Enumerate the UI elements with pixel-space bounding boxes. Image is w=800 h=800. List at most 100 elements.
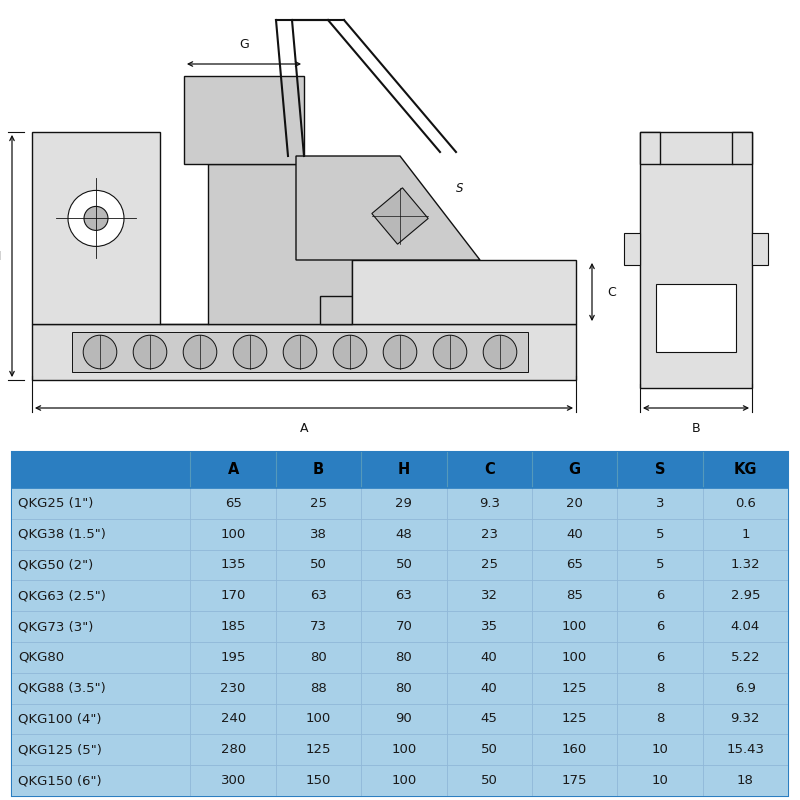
Text: QKG80: QKG80 bbox=[18, 651, 64, 664]
Bar bbox=[190, 611, 276, 642]
Text: 15.43: 15.43 bbox=[726, 743, 764, 756]
Bar bbox=[618, 452, 702, 488]
Text: 25: 25 bbox=[481, 558, 498, 571]
Text: 85: 85 bbox=[566, 590, 583, 602]
Bar bbox=[184, 76, 304, 164]
Text: QKG88 (3.5"): QKG88 (3.5") bbox=[18, 682, 106, 694]
Circle shape bbox=[383, 335, 417, 369]
Text: 170: 170 bbox=[221, 590, 246, 602]
Text: 8: 8 bbox=[656, 713, 664, 726]
Bar bbox=[12, 642, 190, 673]
Bar bbox=[702, 518, 788, 550]
Bar bbox=[12, 580, 190, 611]
Bar bbox=[532, 488, 618, 518]
Circle shape bbox=[83, 335, 117, 369]
Text: H: H bbox=[398, 462, 410, 478]
Bar bbox=[732, 132, 752, 164]
Bar bbox=[276, 673, 362, 703]
Bar bbox=[618, 518, 702, 550]
Bar bbox=[702, 734, 788, 765]
Bar bbox=[362, 642, 446, 673]
Text: 9.32: 9.32 bbox=[730, 713, 760, 726]
Text: 125: 125 bbox=[562, 713, 587, 726]
Text: 195: 195 bbox=[221, 651, 246, 664]
Bar bbox=[446, 642, 532, 673]
Bar bbox=[276, 734, 362, 765]
Text: QKG50 (2"): QKG50 (2") bbox=[18, 558, 94, 571]
Bar bbox=[702, 673, 788, 703]
Bar bbox=[190, 703, 276, 734]
Text: 5: 5 bbox=[656, 558, 664, 571]
Text: S: S bbox=[456, 182, 464, 194]
Bar bbox=[532, 518, 618, 550]
Bar bbox=[12, 518, 190, 550]
Bar bbox=[362, 580, 446, 611]
Bar bbox=[362, 611, 446, 642]
Text: C: C bbox=[608, 286, 616, 298]
Bar bbox=[532, 642, 618, 673]
Bar bbox=[532, 673, 618, 703]
Text: QKG38 (1.5"): QKG38 (1.5") bbox=[18, 528, 106, 541]
Bar bbox=[532, 765, 618, 796]
Text: 100: 100 bbox=[391, 774, 417, 787]
Circle shape bbox=[483, 335, 517, 369]
Circle shape bbox=[333, 335, 366, 369]
Text: 160: 160 bbox=[562, 743, 587, 756]
Bar bbox=[618, 765, 702, 796]
Text: 50: 50 bbox=[481, 743, 498, 756]
Text: 3: 3 bbox=[656, 497, 664, 510]
Text: 240: 240 bbox=[221, 713, 246, 726]
Text: 100: 100 bbox=[306, 713, 331, 726]
Text: 1.32: 1.32 bbox=[730, 558, 760, 571]
Text: QKG73 (3"): QKG73 (3") bbox=[18, 620, 94, 633]
Text: 18: 18 bbox=[737, 774, 754, 787]
Text: G: G bbox=[569, 462, 581, 478]
Bar bbox=[446, 703, 532, 734]
Bar bbox=[190, 765, 276, 796]
Text: 80: 80 bbox=[395, 682, 412, 694]
Text: 100: 100 bbox=[391, 743, 417, 756]
Text: 80: 80 bbox=[395, 651, 412, 664]
Text: 100: 100 bbox=[221, 528, 246, 541]
Text: 40: 40 bbox=[481, 651, 498, 664]
Bar bbox=[72, 332, 528, 372]
Polygon shape bbox=[372, 188, 428, 244]
Bar bbox=[12, 673, 190, 703]
Text: 280: 280 bbox=[221, 743, 246, 756]
Bar bbox=[208, 164, 352, 324]
Bar bbox=[190, 550, 276, 580]
Text: B: B bbox=[692, 422, 700, 434]
Text: QKG25 (1"): QKG25 (1") bbox=[18, 497, 94, 510]
Bar bbox=[12, 550, 190, 580]
Text: 6: 6 bbox=[656, 590, 664, 602]
Text: 88: 88 bbox=[310, 682, 327, 694]
Bar bbox=[618, 703, 702, 734]
Polygon shape bbox=[320, 296, 352, 324]
Text: 48: 48 bbox=[395, 528, 412, 541]
Bar bbox=[362, 734, 446, 765]
Bar bbox=[362, 452, 446, 488]
Bar bbox=[276, 703, 362, 734]
Circle shape bbox=[84, 206, 108, 230]
Text: 32: 32 bbox=[481, 590, 498, 602]
Text: QKG125 (5"): QKG125 (5") bbox=[18, 743, 102, 756]
Text: 125: 125 bbox=[306, 743, 331, 756]
Circle shape bbox=[133, 335, 167, 369]
Bar bbox=[190, 642, 276, 673]
Text: B: B bbox=[313, 462, 324, 478]
Bar bbox=[532, 550, 618, 580]
Bar bbox=[32, 132, 160, 324]
Text: KG: KG bbox=[734, 462, 757, 478]
Bar bbox=[618, 611, 702, 642]
Bar bbox=[702, 488, 788, 518]
Bar bbox=[446, 488, 532, 518]
Bar bbox=[446, 452, 532, 488]
Text: 175: 175 bbox=[562, 774, 587, 787]
Bar bbox=[362, 765, 446, 796]
Text: 135: 135 bbox=[221, 558, 246, 571]
Bar bbox=[618, 580, 702, 611]
Text: 150: 150 bbox=[306, 774, 331, 787]
Text: 40: 40 bbox=[481, 682, 498, 694]
Bar bbox=[618, 642, 702, 673]
Bar bbox=[446, 734, 532, 765]
